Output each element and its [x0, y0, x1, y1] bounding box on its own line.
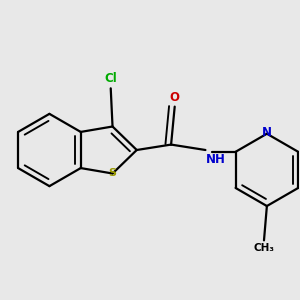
- Text: Cl: Cl: [104, 72, 117, 85]
- Text: O: O: [170, 92, 180, 104]
- Text: N: N: [262, 126, 272, 139]
- Text: CH₃: CH₃: [254, 243, 274, 253]
- Text: S: S: [109, 169, 116, 178]
- Text: NH: NH: [206, 152, 226, 166]
